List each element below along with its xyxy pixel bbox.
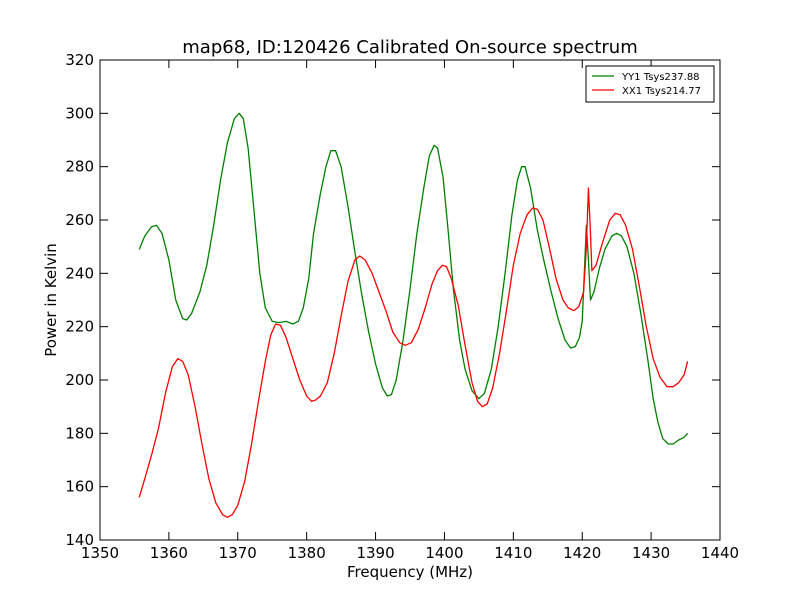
legend-box (585, 65, 715, 103)
y-tick-label: 200 (65, 371, 94, 389)
y-tick-label: 140 (65, 531, 94, 549)
x-axis: 1350 1360 1370 1380 1390 1400 1410 1420 1430 1440 (81, 60, 739, 562)
x-tick-label: 1350 (81, 544, 119, 562)
x-tick-label: 1440 (701, 544, 739, 562)
y-tick-label: 280 (65, 158, 94, 176)
x-tick-label: 1390 (356, 544, 394, 562)
y-axis-label: Power in Kelvin (42, 243, 60, 357)
x-axis-label: Frequency (MHz) (347, 563, 473, 581)
x-tick-label: 1370 (219, 544, 257, 562)
series-line-yy1 (138, 112, 689, 445)
x-tick-label: 1430 (632, 544, 670, 562)
series-layer (138, 112, 689, 518)
x-tick-label: 1400 (425, 544, 463, 562)
y-tick-label: 300 (65, 104, 94, 122)
x-tick-label: 1360 (150, 544, 188, 562)
y-tick-label: 240 (65, 264, 94, 282)
series-line-xx1 (138, 187, 689, 518)
y-tick-label: 180 (65, 424, 94, 442)
legend-label: XX1 Tsys214.77 (622, 86, 701, 97)
y-tick-label: 320 (65, 51, 94, 69)
y-tick-label: 160 (65, 478, 94, 496)
x-tick-label: 1380 (288, 544, 326, 562)
chart-title: map68, ID:120426 Calibrated On-source sp… (182, 37, 637, 58)
plot-area-frame (99, 59, 721, 541)
y-tick-label: 260 (65, 211, 94, 229)
legend-label: YY1 Tsys237.88 (621, 72, 700, 83)
y-tick-label: 220 (65, 318, 94, 336)
x-tick-label: 1410 (494, 544, 532, 562)
y-axis: 140 160 180 200 220 240 260 280 300 320 (65, 51, 720, 549)
x-tick-label: 1420 (563, 544, 601, 562)
legend: YY1 Tsys237.88 XX1 Tsys214.77 (585, 65, 715, 103)
